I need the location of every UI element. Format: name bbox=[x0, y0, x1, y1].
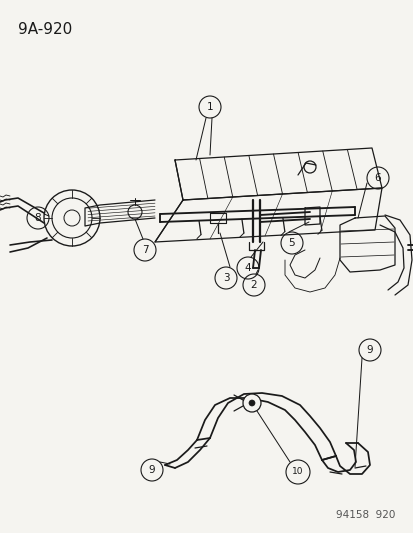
Text: 3: 3 bbox=[222, 273, 229, 283]
Text: 4: 4 bbox=[244, 263, 251, 273]
Text: 6: 6 bbox=[374, 173, 380, 183]
Text: 2: 2 bbox=[250, 280, 257, 290]
Circle shape bbox=[242, 394, 260, 412]
Text: 7: 7 bbox=[141, 245, 148, 255]
Text: 9A-920: 9A-920 bbox=[18, 22, 72, 37]
Circle shape bbox=[248, 400, 254, 406]
Text: 94158  920: 94158 920 bbox=[335, 510, 394, 520]
Text: 9: 9 bbox=[366, 345, 373, 355]
Text: 1: 1 bbox=[206, 102, 213, 112]
Text: 5: 5 bbox=[288, 238, 294, 248]
Text: 9: 9 bbox=[148, 465, 155, 475]
Text: 8: 8 bbox=[35, 213, 41, 223]
Text: 10: 10 bbox=[292, 467, 303, 477]
